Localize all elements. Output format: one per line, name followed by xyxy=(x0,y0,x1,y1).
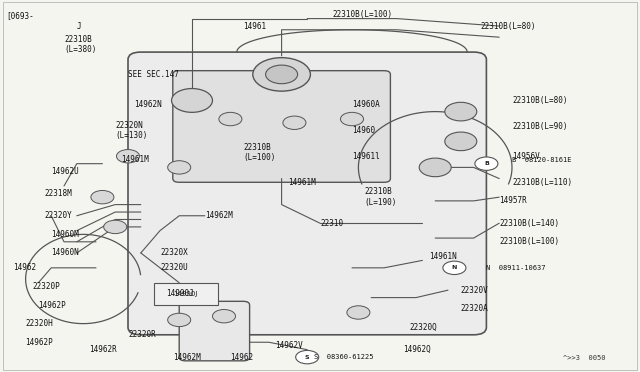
Text: B  08120-8161E: B 08120-8161E xyxy=(512,157,572,163)
Text: 14960N: 14960N xyxy=(51,248,79,257)
Circle shape xyxy=(172,89,212,112)
Text: ^>>3  0050: ^>>3 0050 xyxy=(563,355,605,361)
Text: N  08911-10637: N 08911-10637 xyxy=(486,265,546,271)
FancyBboxPatch shape xyxy=(179,301,250,361)
Text: 22320X: 22320X xyxy=(160,248,188,257)
Text: 22310B(L=110): 22310B(L=110) xyxy=(512,178,572,187)
Text: 22320N
(L=130): 22320N (L=130) xyxy=(115,121,148,140)
Bar xyxy=(154,283,218,305)
Circle shape xyxy=(475,157,498,170)
Text: 22320Y: 22320Y xyxy=(45,211,72,220)
Text: 14962N: 14962N xyxy=(134,100,162,109)
Text: N: N xyxy=(452,265,457,270)
Text: 22320A: 22320A xyxy=(461,304,488,313)
Text: [0693-: [0693- xyxy=(6,11,34,20)
Circle shape xyxy=(419,158,451,177)
Text: 14960: 14960 xyxy=(352,126,375,135)
Text: S: S xyxy=(305,355,310,360)
Circle shape xyxy=(340,112,364,126)
Text: 14990J: 14990J xyxy=(166,289,194,298)
Text: 22318M: 22318M xyxy=(45,189,72,198)
Text: 14961M: 14961M xyxy=(288,178,316,187)
Text: 22310B(L=80): 22310B(L=80) xyxy=(480,22,536,31)
Circle shape xyxy=(168,161,191,174)
Text: 14962V: 14962V xyxy=(275,341,303,350)
FancyBboxPatch shape xyxy=(128,52,486,335)
Text: 14961: 14961 xyxy=(243,22,266,31)
Circle shape xyxy=(104,220,127,234)
Circle shape xyxy=(443,261,466,275)
Circle shape xyxy=(445,132,477,151)
Text: 22320U: 22320U xyxy=(160,263,188,272)
Circle shape xyxy=(168,313,191,327)
Text: 14961l: 14961l xyxy=(352,152,380,161)
Circle shape xyxy=(296,350,319,364)
Text: 22310B(L=80): 22310B(L=80) xyxy=(512,96,568,105)
Text: SEE SEC.147: SEE SEC.147 xyxy=(128,70,179,79)
Text: 22310B(L=100): 22310B(L=100) xyxy=(333,10,393,19)
Circle shape xyxy=(266,65,298,84)
Text: 14961N: 14961N xyxy=(429,252,456,261)
Text: 14962M: 14962M xyxy=(173,353,200,362)
Text: 22320H: 22320H xyxy=(26,319,53,328)
Circle shape xyxy=(445,102,477,121)
Text: 22320Q: 22320Q xyxy=(410,323,437,332)
Text: 22320R: 22320R xyxy=(128,330,156,339)
Text: 14960M: 14960M xyxy=(51,230,79,239)
Text: 14962Q: 14962Q xyxy=(403,345,431,354)
Circle shape xyxy=(219,112,242,126)
FancyBboxPatch shape xyxy=(173,71,390,182)
Text: 22310B
(L=190): 22310B (L=190) xyxy=(365,187,397,207)
Text: 14962R: 14962R xyxy=(90,345,117,354)
Text: 14961M: 14961M xyxy=(122,155,149,164)
Text: 14960A: 14960A xyxy=(352,100,380,109)
Text: 22310B(L=100): 22310B(L=100) xyxy=(499,237,559,246)
Text: 22310B(L=90): 22310B(L=90) xyxy=(512,122,568,131)
Text: 14962P: 14962P xyxy=(26,338,53,347)
Circle shape xyxy=(253,58,310,91)
Text: J: J xyxy=(77,22,81,31)
Text: 14956V: 14956V xyxy=(512,152,540,161)
Text: 14962P: 14962P xyxy=(38,301,66,310)
Circle shape xyxy=(283,116,306,129)
Text: 22320V: 22320V xyxy=(461,286,488,295)
Text: 14962: 14962 xyxy=(230,353,253,362)
Circle shape xyxy=(116,150,140,163)
Circle shape xyxy=(212,310,236,323)
Text: 14962: 14962 xyxy=(13,263,36,272)
Text: 14962M: 14962M xyxy=(205,211,232,220)
Circle shape xyxy=(347,306,370,319)
Text: 22310: 22310 xyxy=(320,219,343,228)
Text: 14990J: 14990J xyxy=(173,291,198,297)
Circle shape xyxy=(91,190,114,204)
Text: 22320P: 22320P xyxy=(32,282,60,291)
Text: S  08360-61225: S 08360-61225 xyxy=(314,354,373,360)
Text: 14957R: 14957R xyxy=(499,196,527,205)
Text: B: B xyxy=(484,161,489,166)
Text: 22310B
(L=380): 22310B (L=380) xyxy=(64,35,97,54)
Text: 22310B(L=140): 22310B(L=140) xyxy=(499,219,559,228)
Text: 14962U: 14962U xyxy=(51,167,79,176)
Text: 22310B
(L=100): 22310B (L=100) xyxy=(243,143,276,162)
